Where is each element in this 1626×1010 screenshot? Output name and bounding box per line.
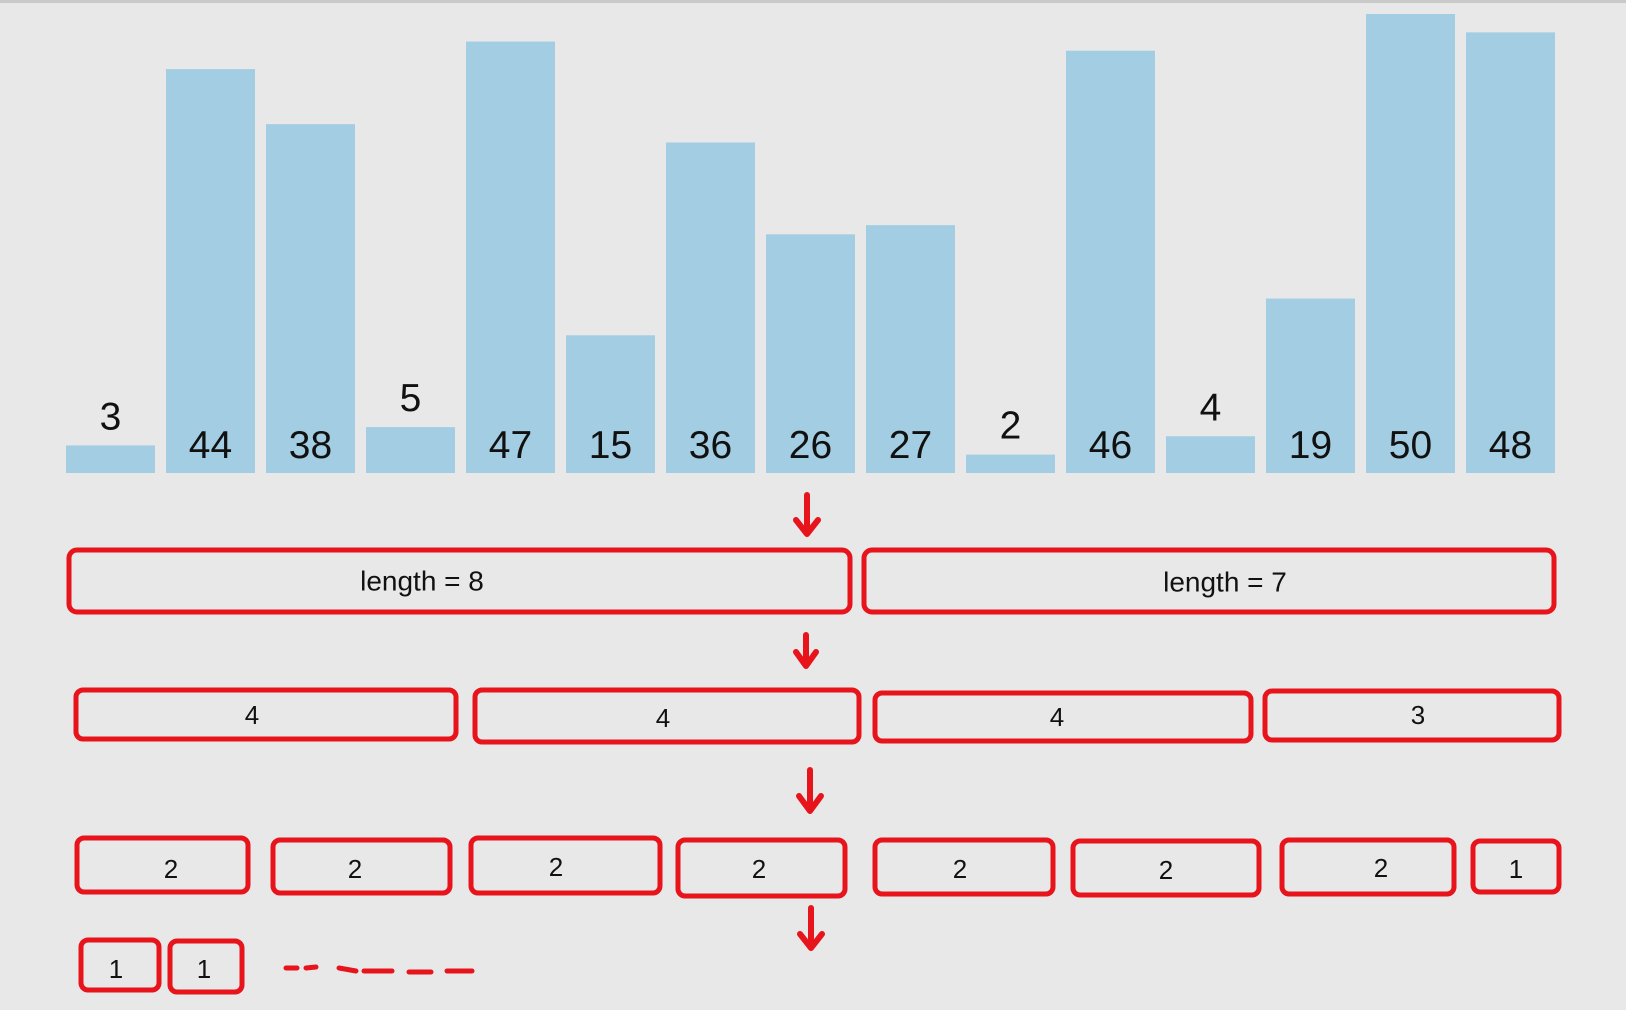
bar-value-label: 5 xyxy=(400,377,422,420)
arrow-icon xyxy=(797,905,825,951)
segment-label: 2 xyxy=(1374,853,1388,883)
segment-box: length = 7 xyxy=(861,547,1557,615)
segment-label: length = 8 xyxy=(360,565,484,596)
segment-box: 1 xyxy=(1470,838,1562,895)
segment-box: 1 xyxy=(78,937,162,993)
segment-box: 4 xyxy=(472,687,862,745)
bar xyxy=(566,335,655,473)
segment-box: 2 xyxy=(872,837,1056,897)
segment-box: 4 xyxy=(73,687,459,742)
bar xyxy=(1266,298,1355,473)
segment-label: 4 xyxy=(1050,702,1064,732)
segment-box: 1 xyxy=(167,938,245,995)
segment-label: 2 xyxy=(348,854,362,884)
segment-box: 2 xyxy=(468,835,663,896)
segment-box: length = 8 xyxy=(66,547,853,615)
bar xyxy=(766,234,855,473)
bar-value-label: 44 xyxy=(189,424,232,467)
segment-box: 2 xyxy=(270,837,453,896)
bar-value-label: 26 xyxy=(789,424,832,467)
bar xyxy=(1066,50,1155,473)
segment-box: 2 xyxy=(74,835,251,895)
bar-value-label: 27 xyxy=(889,424,932,467)
segment-label: 4 xyxy=(245,700,259,730)
arrow-icon xyxy=(796,767,824,814)
split-level-3: 2 2 2 2 2 2 2 1 xyxy=(74,835,1562,899)
segment-box: 2 xyxy=(1279,837,1457,897)
split-level-4: 1 1 xyxy=(78,937,245,995)
bar xyxy=(66,445,155,473)
bar-value-label: 15 xyxy=(589,424,632,467)
segment-label: 2 xyxy=(164,854,178,884)
split-level-2: 4 4 4 3 xyxy=(73,687,1562,745)
bar-value-label: 36 xyxy=(689,424,732,467)
segment-label: 2 xyxy=(953,854,967,884)
bar xyxy=(1366,14,1455,473)
segment-label: 2 xyxy=(1159,855,1173,885)
bar-value-label: 38 xyxy=(289,424,332,467)
bar-chart: 3 44 38 5 47 15 36 26 27 2 46 4 19 50 48 xyxy=(66,14,1555,474)
bar xyxy=(466,41,555,473)
bar xyxy=(266,124,355,473)
segment-label: 2 xyxy=(752,854,766,884)
arrow-icon xyxy=(793,632,819,669)
segment-label: 2 xyxy=(549,852,563,882)
bar xyxy=(1466,32,1555,474)
segment-label: 4 xyxy=(656,703,670,733)
segment-label: 1 xyxy=(197,954,211,984)
segment-label: length = 7 xyxy=(1163,566,1287,597)
segment-box: 2 xyxy=(1070,838,1262,898)
bar xyxy=(666,142,755,473)
bar-value-label: 4 xyxy=(1200,386,1222,429)
window-top-border xyxy=(0,0,1626,3)
segment-label: 1 xyxy=(109,954,123,984)
split-level-1: length = 8 length = 7 xyxy=(66,547,1557,615)
segment-box: 4 xyxy=(872,690,1254,744)
bar-value-label: 46 xyxy=(1089,424,1132,467)
bar-value-label: 2 xyxy=(1000,405,1022,448)
segment-box: 2 xyxy=(675,837,848,899)
bar-value-label: 50 xyxy=(1389,424,1432,467)
bar-value-label: 19 xyxy=(1289,424,1332,467)
arrow-icon xyxy=(793,492,821,537)
bar xyxy=(366,427,455,473)
continuation-dashes xyxy=(283,964,475,975)
segment-label: 3 xyxy=(1411,700,1425,730)
segment-label: 1 xyxy=(1509,854,1523,884)
segment-box: 3 xyxy=(1262,688,1562,743)
bar-value-label: 3 xyxy=(100,395,122,438)
bar xyxy=(866,225,955,473)
bar xyxy=(1166,436,1255,473)
bar-value-label: 48 xyxy=(1489,424,1532,467)
bar xyxy=(166,69,255,473)
bar-value-label: 47 xyxy=(489,424,532,467)
bar xyxy=(966,454,1055,473)
